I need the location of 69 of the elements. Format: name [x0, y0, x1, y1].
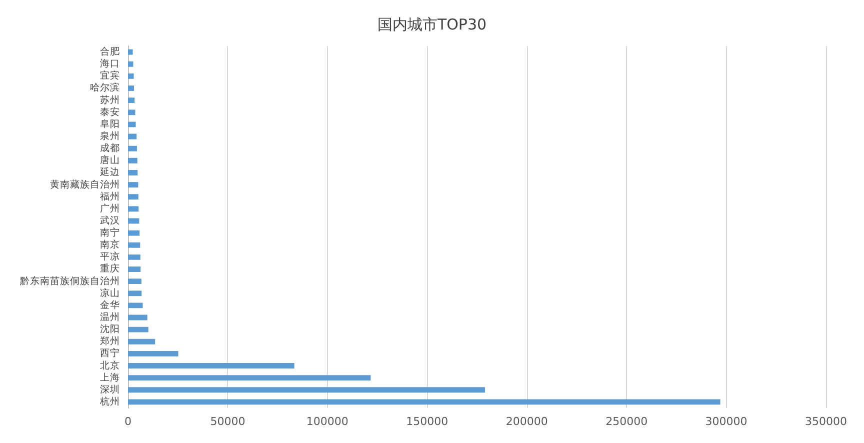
y-tick-label: 郑州: [100, 335, 120, 348]
bar: [128, 61, 134, 67]
y-tick-label: 泰安: [100, 106, 120, 118]
chart-title: 国内城市TOP30: [377, 16, 487, 34]
y-tick-label: 沈阳: [100, 323, 120, 336]
bar: [128, 98, 135, 104]
y-tick-label: 阜阳: [100, 118, 120, 130]
y-tick-label: 南宁: [100, 226, 120, 239]
y-tick-label: 武汉: [100, 214, 120, 226]
x-tick-label: 250000: [606, 415, 648, 428]
bar: [128, 375, 371, 381]
y-tick-label: 黄南藏族自治州: [50, 178, 120, 190]
bar: [128, 278, 142, 284]
x-tick-label: 0: [124, 415, 132, 428]
bar: [128, 73, 134, 79]
bar: [128, 146, 137, 152]
bar: [128, 110, 136, 116]
bar: [128, 122, 136, 128]
y-tick-label: 宜宾: [100, 70, 120, 82]
y-tick-label: 苏州: [100, 94, 120, 106]
y-tick-label: 黔东南苗族侗族自治州: [19, 274, 120, 287]
bar: [128, 194, 138, 200]
bar: [128, 399, 720, 405]
bar: [128, 363, 294, 368]
bar: [128, 350, 178, 356]
bar: [128, 326, 148, 332]
y-tick-label: 海口: [100, 58, 120, 70]
bar: [128, 230, 140, 236]
bar: [128, 218, 140, 224]
bar: [128, 206, 139, 212]
y-tick-label: 延边: [99, 166, 120, 178]
y-tick-label: 平凉: [100, 250, 120, 263]
bar: [128, 182, 138, 188]
y-tick-label: 温州: [100, 311, 120, 323]
y-tick-label: 成都: [100, 142, 120, 154]
y-tick-label: 南京: [100, 238, 120, 251]
bar: [128, 314, 148, 320]
y-tick-label: 凉山: [100, 286, 120, 299]
bar: [128, 254, 140, 260]
bar: [128, 242, 140, 248]
bar: [128, 134, 137, 140]
y-tick-label: 杭州: [99, 395, 120, 408]
y-tick-label: 西宁: [100, 347, 120, 360]
y-tick-label: 泉州: [100, 130, 120, 142]
y-tick-label: 重庆: [100, 262, 120, 275]
y-tick-label: 深圳: [100, 383, 120, 396]
y-tick-label: 合肥: [100, 46, 120, 58]
bar: [128, 158, 138, 164]
bar: [128, 49, 133, 55]
x-tick-label: 300000: [705, 415, 748, 428]
y-tick-label: 上海: [100, 371, 120, 384]
bar: [128, 170, 138, 176]
x-tick-label: 50000: [210, 415, 246, 428]
bar: [128, 290, 142, 296]
x-tick-label: 150000: [406, 415, 448, 428]
x-tick-label: 200000: [506, 415, 548, 428]
y-tick-label: 北京: [100, 359, 120, 372]
bar: [128, 86, 134, 91]
bar: [128, 387, 485, 393]
x-tick-label: 350000: [805, 415, 847, 428]
x-tick-label: 100000: [306, 415, 348, 428]
bar: [128, 266, 141, 272]
bar: [128, 338, 156, 344]
bar: [128, 302, 143, 308]
y-tick-label: 广州: [100, 202, 120, 214]
y-tick-label: 唐山: [100, 154, 120, 166]
y-tick-label: 金华: [100, 298, 120, 311]
y-tick-label: 哈尔滨: [90, 82, 120, 94]
y-tick-label: 福州: [100, 190, 120, 202]
